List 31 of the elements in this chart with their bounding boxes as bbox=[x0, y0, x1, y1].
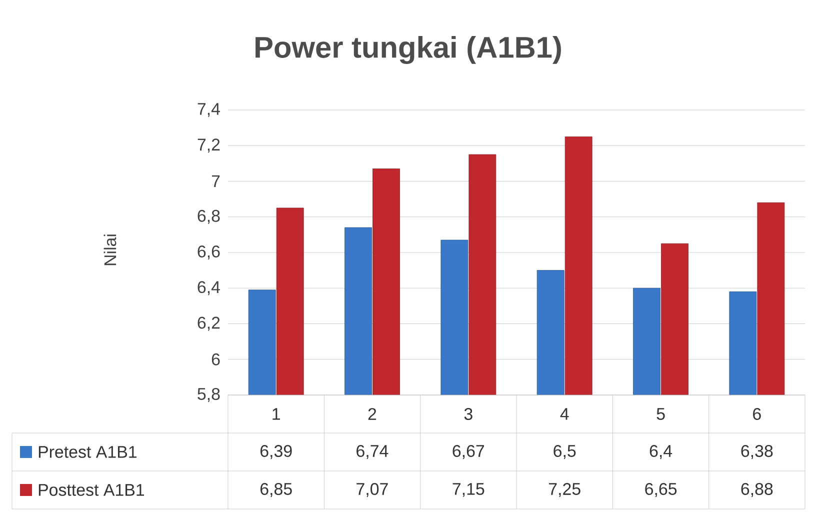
x-tick-label: 2 bbox=[368, 408, 376, 420]
y-tick-label: 5,8 bbox=[198, 388, 220, 402]
data-label: 6,85 bbox=[260, 482, 292, 497]
legend-label: Posttest A1B1 bbox=[38, 484, 144, 496]
y-tick-label: 6,8 bbox=[198, 210, 220, 224]
y-tick-label: 7 bbox=[212, 175, 220, 188]
data-label: 6,5 bbox=[554, 444, 576, 459]
y-tick-label: 6,6 bbox=[198, 245, 220, 260]
data-label: 6,39 bbox=[260, 444, 292, 459]
data-label: 6,38 bbox=[741, 444, 773, 459]
data-label: 6,88 bbox=[741, 482, 773, 497]
data-label: 7,15 bbox=[452, 483, 484, 497]
x-tick-label: 5 bbox=[656, 408, 665, 420]
x-tick-label: 4 bbox=[560, 408, 569, 420]
x-tick-label: 3 bbox=[464, 408, 472, 420]
chart-title: Power tungkai (A1B1) bbox=[256, 36, 561, 64]
data-label: 6,74 bbox=[356, 444, 388, 459]
x-tick-label: 1 bbox=[272, 408, 280, 420]
y-tick-label: 6,4 bbox=[198, 281, 220, 296]
data-label: 6,65 bbox=[645, 482, 677, 497]
x-tick-label: 6 bbox=[753, 408, 761, 420]
data-label: 6,4 bbox=[650, 444, 672, 459]
y-axis-title: Nilai bbox=[104, 234, 116, 266]
data-label: 6,67 bbox=[452, 444, 484, 459]
legend-label: Pretest A1B1 bbox=[38, 446, 136, 458]
data-label: 7,25 bbox=[548, 482, 580, 497]
data-label: 7,07 bbox=[356, 482, 388, 497]
y-tick-label: 6,2 bbox=[198, 316, 220, 331]
y-tick-label: 7,2 bbox=[198, 138, 220, 153]
y-tick-label: 7,4 bbox=[198, 103, 220, 117]
y-tick-label: 6 bbox=[212, 353, 220, 366]
